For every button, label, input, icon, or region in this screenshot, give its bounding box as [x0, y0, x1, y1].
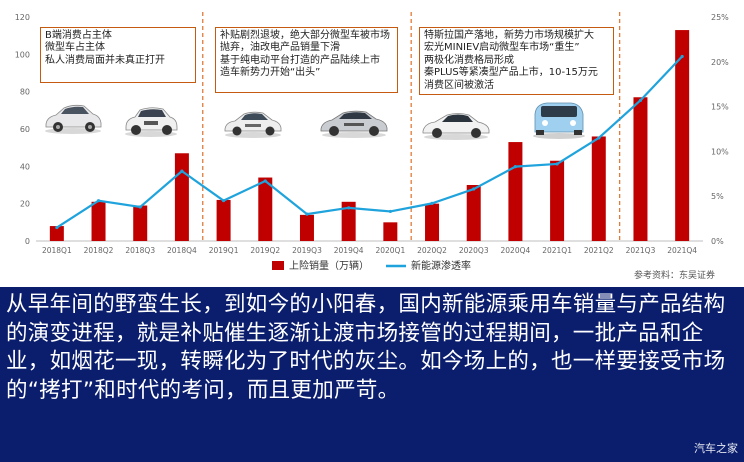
- annotation-1-line-2: 微型车占主体: [45, 42, 105, 54]
- x-tick-2020Q2: 2020Q2: [417, 246, 447, 255]
- x-tick-2018Q3: 2018Q3: [125, 246, 155, 255]
- y-right-tick-3: 15%: [711, 103, 729, 112]
- penetration-point-2018Q4: [180, 169, 184, 173]
- x-tick-2020Q1: 2020Q1: [375, 246, 405, 255]
- x-tick-2019Q1: 2019Q1: [209, 246, 239, 255]
- bar-2018Q1: [49, 226, 64, 241]
- x-tick-2021Q1: 2021Q1: [542, 246, 572, 255]
- legend-bar-label: 上险销量（万辆）: [289, 259, 369, 272]
- legend-bar-swatch: [272, 261, 284, 270]
- bar-2019Q1: [216, 199, 231, 241]
- car-image-wuling-miniev: [527, 96, 591, 140]
- car-image-white-sedan-2: [422, 113, 490, 140]
- annotation-2-line-2: 抛弃，油改电产品销量下滑: [220, 42, 340, 54]
- bar-2019Q3: [299, 214, 314, 241]
- x-tick-2021Q2: 2021Q2: [584, 246, 614, 255]
- bar-2020Q3: [466, 185, 481, 241]
- penetration-point-2020Q2: [430, 201, 434, 205]
- y-left-tick-4: 80: [20, 88, 30, 97]
- penetration-point-2019Q2: [263, 179, 267, 183]
- penetration-point-2018Q3: [138, 205, 142, 209]
- annotation-2-line-1: 补贴剧烈退坡，绝大部分微型车被市场: [220, 30, 390, 41]
- bar-2019Q4: [341, 201, 356, 241]
- x-tick-2019Q4: 2019Q4: [334, 246, 364, 255]
- x-tick-2020Q4: 2020Q4: [501, 246, 531, 255]
- y-right-tick-5: 25%: [711, 13, 729, 22]
- annotation-2-line-4: 造车新势力开始“出头”: [220, 67, 321, 79]
- car-image-white-suv-2: [125, 107, 178, 137]
- bar-2020Q1: [383, 222, 398, 241]
- x-tick-2018Q1: 2018Q1: [42, 246, 72, 255]
- caption-panel: 从早年间的野蛮生长，到如今的小阳春，国内新能源乘用车销量与产品结构的演变进程，就…: [0, 287, 744, 462]
- annotation-3-line-4: 秦PLUS等紧凑型产品上市，10-15万元: [424, 67, 598, 79]
- bar-2020Q2: [425, 203, 440, 241]
- y-right-tick-0: 0%: [711, 237, 724, 246]
- penetration-point-2018Q1: [55, 225, 59, 230]
- bar-2018Q4: [174, 153, 189, 241]
- bar-2021Q3: [633, 97, 648, 242]
- x-tick-2019Q3: 2019Q3: [292, 246, 322, 255]
- annotation-3-line-2: 宏光MINIEV启动微型车市场“重生”: [424, 42, 580, 54]
- penetration-point-2019Q3: [305, 212, 309, 216]
- y-right-tick-2: 10%: [711, 147, 729, 156]
- penetration-point-2021Q1: [555, 162, 559, 166]
- annotation-3-line-1: 特斯拉国产落地，新势力市场规模扩大: [424, 30, 594, 41]
- y-left-tick-0: 0: [25, 237, 30, 246]
- bar-2021Q4: [675, 30, 690, 241]
- y-left-tick-2: 40: [20, 162, 30, 171]
- penetration-point-2021Q4: [680, 54, 684, 59]
- bar-2018Q3: [133, 205, 148, 241]
- combo-chart: 0 20 40 60 80 100 120 0% 5% 10% 15% 20% 25% 2018Q1 201…: [15, 12, 729, 272]
- penetration-point-2020Q3: [472, 187, 476, 191]
- penetration-line: [56, 55, 683, 229]
- source-note: 参考资料：东吴证券: [634, 271, 716, 281]
- x-tick-2021Q3: 2021Q3: [626, 246, 656, 255]
- annotation-period-1: B端消费占主体 微型车占主体 私人消费局面并未真正打开: [40, 27, 196, 83]
- annotation-3-line-5: 消费区间被激活: [424, 79, 494, 91]
- bar-2019Q2: [258, 177, 273, 241]
- annotation-1-line-3: 私人消费局面并未真正打开: [45, 54, 165, 66]
- penetration-point-2018Q2: [96, 199, 101, 203]
- bar-2018Q2: [91, 201, 106, 241]
- caption-text: 从早年间的野蛮生长，到如今的小阳春，国内新能源乘用车销量与产品结构的演变进程，就…: [6, 292, 726, 403]
- annotation-3-line-3: 两极化消费格局形成: [424, 54, 514, 66]
- y-right-tick-4: 20%: [711, 58, 729, 67]
- penetration-point-2019Q4: [347, 206, 351, 210]
- bar-2021Q2: [591, 136, 606, 241]
- car-image-white-sedan-1: [224, 111, 282, 138]
- penetration-point-2019Q1: [221, 199, 226, 203]
- penetration-point-2021Q2: [597, 136, 601, 140]
- x-tick-2018Q4: 2018Q4: [167, 246, 197, 255]
- watermark: 汽车之家: [694, 442, 738, 455]
- penetration-point-2020Q4: [513, 165, 518, 169]
- annotation-2-line-3: 基于纯电动平台打造的产品陆续上市: [220, 54, 380, 66]
- annotation-1-line-1: B端消费占主体: [45, 30, 112, 41]
- annotation-period-2: 补贴剧烈退坡，绝大部分微型车被市场 抛弃，油改电产品销量下滑 基于纯电动平台打造…: [215, 27, 398, 93]
- penetration-point-2020Q1: [388, 209, 392, 214]
- x-tick-2018Q2: 2018Q2: [84, 246, 114, 255]
- legend-line-label: 新能源渗透率: [411, 259, 471, 272]
- y-left-tick-1: 20: [20, 200, 30, 209]
- chart-panel: 0 20 40 60 80 100 120 0% 5% 10% 15% 20% 25% 2018Q1 201…: [14, 12, 730, 281]
- penetration-point-2021Q3: [638, 98, 643, 102]
- bar-2021Q1: [550, 160, 565, 241]
- x-tick-2020Q3: 2020Q3: [459, 246, 489, 255]
- x-tick-2019Q2: 2019Q2: [250, 246, 280, 255]
- car-image-white-suv-1: [45, 104, 102, 134]
- x-tick-2021Q4: 2021Q4: [667, 246, 697, 255]
- annotation-period-3: 特斯拉国产落地，新势力市场规模扩大 宏光MINIEV启动微型车市场“重生” 两极…: [419, 27, 614, 95]
- y-left-tick-3: 60: [20, 125, 30, 134]
- y-left-tick-6: 120: [15, 13, 30, 22]
- car-image-silver-sedan: [320, 110, 388, 138]
- bar-2020Q4: [508, 142, 523, 241]
- y-left-tick-5: 100: [15, 50, 30, 59]
- y-right-tick-1: 5%: [711, 192, 724, 201]
